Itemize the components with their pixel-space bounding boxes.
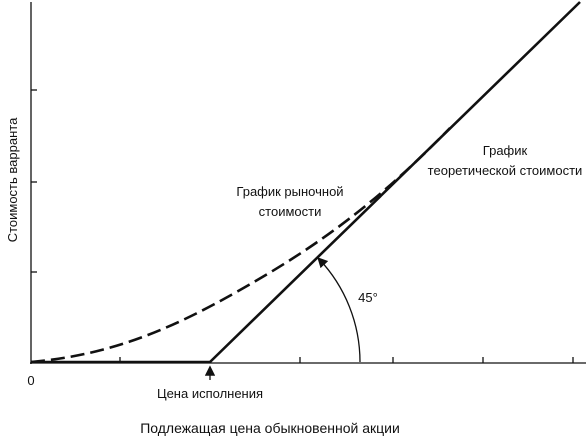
angle-label: 45° — [358, 290, 378, 305]
theoretical-value-line — [31, 1, 581, 364]
theoretical-value-label: График — [483, 143, 528, 158]
origin-label: 0 — [27, 373, 34, 388]
x-axis-label: Подлежащая цена обыкновенной акции — [140, 420, 400, 436]
axes — [30, 2, 586, 364]
market-value-label: стоимости — [259, 204, 322, 219]
theoretical-value-label: теоретической стоимости — [428, 163, 583, 178]
market-value-curve — [30, 127, 451, 364]
market-value-label: График рыночной — [236, 184, 343, 199]
y-axis-label: Стоимость варранта — [5, 117, 20, 242]
angle-arc — [317, 257, 361, 363]
exercise-price-label: Цена исполнения — [157, 386, 263, 401]
